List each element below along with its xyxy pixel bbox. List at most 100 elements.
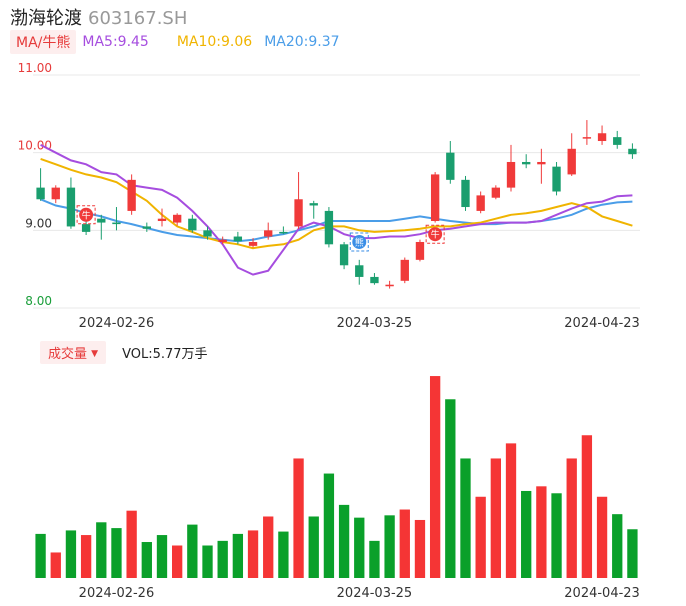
- volume-bar: [505, 443, 517, 578]
- volume-bar: [338, 504, 350, 578]
- candle-body: [491, 187, 501, 198]
- volume-bar: [369, 540, 380, 578]
- signal-label: 熊: [355, 236, 364, 248]
- candle-body: [81, 224, 91, 232]
- candle-body: [339, 244, 349, 266]
- candle-body: [36, 187, 45, 200]
- candle-body: [142, 226, 151, 229]
- volume-bar: [566, 458, 577, 578]
- volume-bar: [293, 458, 304, 578]
- candle-body: [51, 187, 60, 200]
- signal-frame: [76, 205, 96, 225]
- volume-bar: [612, 514, 623, 578]
- candle-body: [248, 241, 258, 246]
- volume-bar: [96, 522, 107, 578]
- volume-bar: [80, 535, 92, 578]
- volume-bar: [414, 519, 426, 578]
- y-tick-label: 11.00: [18, 61, 52, 75]
- volume-bar: [126, 510, 137, 578]
- volume-bar: [263, 516, 274, 578]
- volume-bar: [521, 490, 532, 578]
- candle-body: [430, 174, 440, 222]
- volume-bar: [217, 540, 228, 578]
- volume-legend: 成交量 ▼ VOL:5.77万手: [40, 340, 208, 364]
- x-tick-label: 2024-02-26: [79, 316, 155, 331]
- ma10-line: [40, 157, 633, 250]
- volume-bar: [490, 458, 501, 578]
- volume-bar: [187, 524, 198, 578]
- candle-body: [628, 148, 637, 155]
- volume-bar: [581, 435, 593, 578]
- candle-body: [324, 210, 334, 245]
- y-tick-label: 10.00: [18, 139, 52, 153]
- volume-bar: [445, 399, 456, 578]
- volume-bar: [278, 531, 289, 578]
- volume-bar: [323, 473, 335, 578]
- volume-indicator-tag[interactable]: 成交量 ▼: [40, 340, 107, 364]
- candle-body: [203, 230, 212, 237]
- stock-header: 渤海轮渡 603167.SH: [10, 4, 187, 29]
- volume-bar: [536, 486, 547, 578]
- ma-indicator-tag[interactable]: MA/牛熊: [10, 30, 77, 54]
- volume-bar: [111, 528, 122, 578]
- candle-body: [66, 187, 76, 227]
- volume-bar: [308, 516, 319, 578]
- x-tick-label: 2024-03-25: [337, 316, 413, 331]
- candle-body: [218, 239, 227, 242]
- ma-legend: MA/牛熊 MA5:9.45 MA10:9.06 MA20:9.37: [10, 30, 340, 54]
- volume-bar: [232, 533, 244, 578]
- stock-name: 渤海轮渡: [10, 8, 82, 29]
- signal-frame: [425, 224, 445, 244]
- candle-body: [597, 133, 607, 142]
- volume-bar: [172, 545, 183, 578]
- candle-body: [613, 137, 622, 145]
- candle-body: [582, 137, 592, 139]
- volume-x-tick-label: 2024-03-25: [337, 586, 413, 601]
- candle-body: [294, 199, 303, 227]
- candle-body: [233, 236, 243, 242]
- candle-body: [476, 195, 485, 211]
- candle-body: [370, 276, 379, 284]
- volume-bar: [247, 530, 259, 578]
- candle-body: [522, 161, 531, 165]
- candle-body: [188, 218, 197, 231]
- volume-bar: [65, 530, 77, 578]
- candle-body: [567, 148, 576, 175]
- volume-bar: [551, 493, 562, 578]
- volume-bar: [460, 458, 471, 578]
- candle-body: [537, 161, 546, 165]
- candle-body: [172, 214, 182, 223]
- volume-bar: [35, 533, 46, 578]
- candle-body: [415, 241, 425, 260]
- signal-badge: [352, 234, 367, 249]
- volume-bar: [475, 496, 486, 578]
- candle-body: [355, 265, 364, 277]
- candle-body: [400, 259, 409, 281]
- volume-bar: [596, 496, 608, 578]
- volume-bar: [354, 517, 365, 578]
- x-tick-label: 2024-04-23: [564, 316, 640, 331]
- signal-label: 牛: [431, 229, 440, 241]
- y-tick-label: 8.00: [25, 294, 52, 308]
- volume-x-tick-label: 2024-04-23: [564, 586, 640, 601]
- candle-body: [506, 161, 516, 188]
- ma10-label: MA10:9.06: [176, 34, 253, 50]
- ma5-line: [40, 144, 633, 276]
- candle-body: [127, 179, 136, 211]
- signal-badge: [428, 227, 443, 242]
- volume-value: VOL:5.77万手: [122, 346, 208, 362]
- ma20-label: MA20:9.37: [264, 34, 340, 50]
- candle-body: [264, 230, 273, 237]
- volume-x-tick-label: 2024-02-26: [79, 586, 155, 601]
- candle-body: [552, 166, 561, 192]
- signal-frame: [349, 232, 369, 252]
- candle-body: [97, 218, 106, 223]
- y-tick-label: 9.00: [25, 216, 52, 230]
- candle-body: [309, 203, 318, 206]
- candle-body: [446, 152, 455, 180]
- signal-label: 牛: [82, 209, 91, 221]
- candle-body: [112, 222, 121, 225]
- volume-tag-label: 成交量: [48, 346, 88, 362]
- signal-badge: [79, 207, 94, 222]
